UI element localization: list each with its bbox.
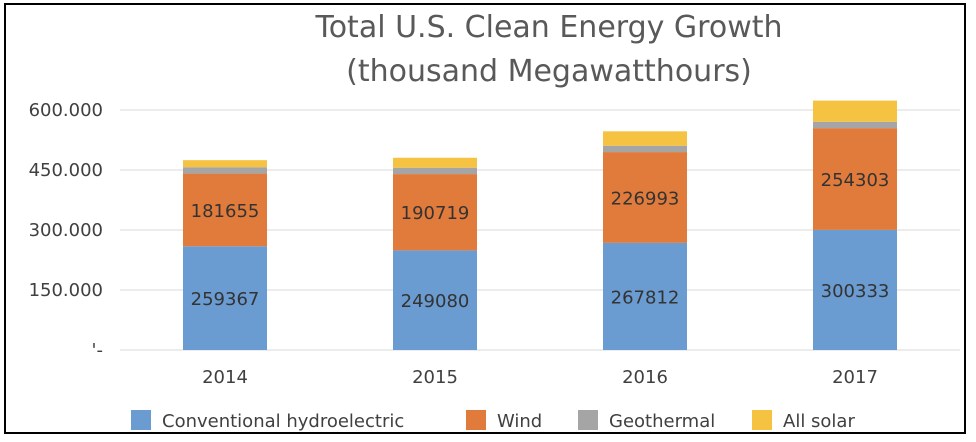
bar-segment — [813, 100, 897, 122]
chart-frame — [4, 3, 966, 434]
chart-title-line-1: Total U.S. Clean Energy Growth — [314, 10, 782, 45]
bar-segment — [813, 128, 897, 230]
data-label: 259367 — [191, 289, 260, 310]
x-category-label: 2015 — [412, 367, 458, 388]
bar-segment — [183, 160, 267, 168]
data-label: 254303 — [821, 170, 890, 191]
bar-segment — [393, 250, 477, 350]
y-axis-tick-labels: '- 150.000 300.000 450.000 600.000 — [29, 100, 103, 361]
data-label: 190719 — [401, 203, 470, 224]
legend-swatch — [752, 410, 772, 430]
bar-segment — [183, 173, 267, 247]
y-tick-label: 600.000 — [29, 100, 103, 121]
legend-swatch — [131, 410, 151, 430]
bar-segment — [183, 167, 267, 174]
bar-segment — [183, 246, 267, 350]
data-label: 181655 — [191, 201, 260, 222]
legend-label: Geothermal — [609, 411, 715, 432]
bar-segment — [603, 131, 687, 146]
data-label: 267812 — [611, 287, 680, 308]
legend-label: All solar — [783, 411, 855, 432]
x-category-label: 2017 — [832, 367, 878, 388]
legend: Conventional hydroelectric Wind Geothermal… — [131, 410, 855, 432]
data-label: 226993 — [611, 188, 680, 209]
bar-segment — [603, 145, 687, 153]
y-tick-label: '- — [92, 340, 103, 361]
data-label: 249080 — [401, 291, 470, 312]
legend-swatch — [466, 410, 486, 430]
data-labels: 259367 181655 249080 190719 267812 226993 3003… — [191, 170, 890, 312]
y-tick-label: 300.000 — [29, 220, 103, 241]
chart-title-line-2: (thousand Megawatthours) — [346, 54, 752, 89]
bar-segment — [813, 121, 897, 129]
bar-segment — [813, 229, 897, 350]
legend-label: Wind — [497, 411, 542, 432]
x-category-label: 2014 — [202, 367, 248, 388]
x-category-label: 2016 — [622, 367, 668, 388]
bar-segment — [393, 167, 477, 175]
x-axis-category-labels: 2014 2015 2016 2017 — [202, 367, 878, 388]
legend-swatch — [578, 410, 598, 430]
bar-segment — [603, 242, 687, 350]
y-tick-label: 450.000 — [29, 160, 103, 181]
y-tick-label: 150.000 — [29, 280, 103, 301]
bars — [183, 100, 897, 350]
legend-label: Conventional hydroelectric — [162, 411, 404, 432]
chart-title: Total U.S. Clean Energy Growth (thousand… — [314, 10, 782, 89]
bar-segment — [393, 174, 477, 251]
bar-segment — [393, 157, 477, 168]
bar-segment — [603, 152, 687, 243]
data-label: 300333 — [821, 281, 890, 302]
